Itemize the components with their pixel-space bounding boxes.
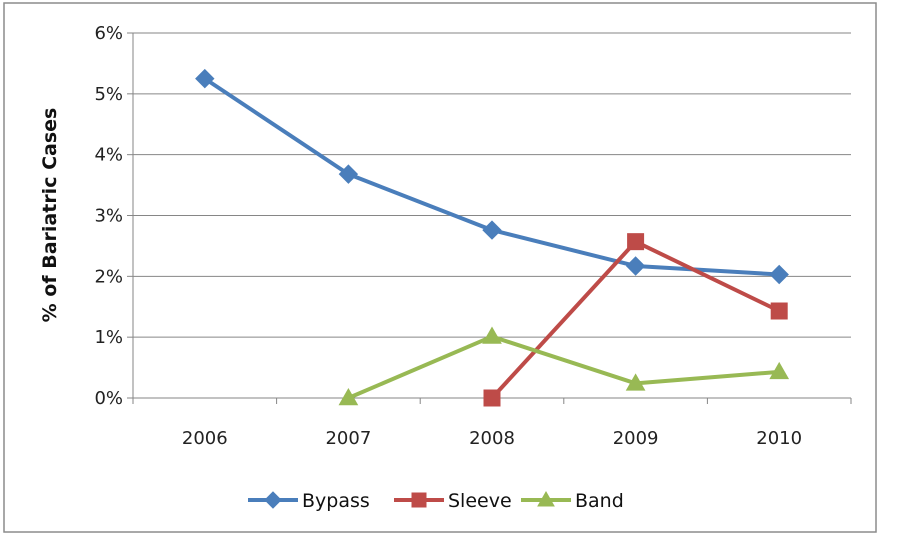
data-point-band [338,387,359,406]
data-point-bypass [625,256,646,276]
y-axis-title: % of Bariatric Cases [39,108,61,323]
x-tick-label: 2008 [469,428,515,449]
data-point-band [482,326,502,344]
y-tick-label: 3% [94,206,123,227]
legend: Bypass Sleeve Band [248,490,624,512]
legend-label: Bypass [302,490,370,512]
legend-label: Band [575,490,624,512]
legend-label: Sleeve [448,490,512,512]
series-line-band [347,334,780,400]
legend-marker [264,491,282,509]
y-tick-label: 6% [94,23,123,44]
y-tick-label: 4% [94,145,123,166]
legend-item-band: Band [521,490,624,512]
data-point-sleeve [770,302,788,320]
x-tick-label: 2007 [325,428,371,449]
data-point-band [625,373,646,391]
series-sleeve [483,233,788,407]
y-tick-label: 0% [94,388,123,409]
series-bypass [195,68,789,285]
legend-marker [411,492,427,508]
data-point-bypass [195,68,215,89]
data-point-sleeve [483,389,501,407]
x-tick-label: 2010 [756,428,802,449]
legend-marker [537,490,555,507]
x-tick-labels: 2006 2007 2008 2009 2010 [182,428,802,449]
data-point-sleeve [627,233,645,251]
x-tick-label: 2009 [613,428,659,449]
x-tick-label: 2006 [182,428,228,449]
series-group [195,68,790,407]
legend-item-sleeve: Sleeve [394,490,512,512]
chart-frame [3,2,877,533]
data-point-bypass [482,220,502,240]
y-tick-label: 1% [94,327,123,348]
y-tick-labels: 0% 1% 2% 3% 4% 5% 6% [94,23,123,409]
data-point-bypass [338,164,359,184]
gridlines [133,32,851,338]
data-point-bypass [769,264,789,285]
y-tick-label: 2% [94,266,123,287]
y-tick-label: 5% [94,84,123,105]
series-band [338,326,790,406]
data-point-band [769,361,790,380]
legend-item-bypass: Bypass [248,490,370,512]
